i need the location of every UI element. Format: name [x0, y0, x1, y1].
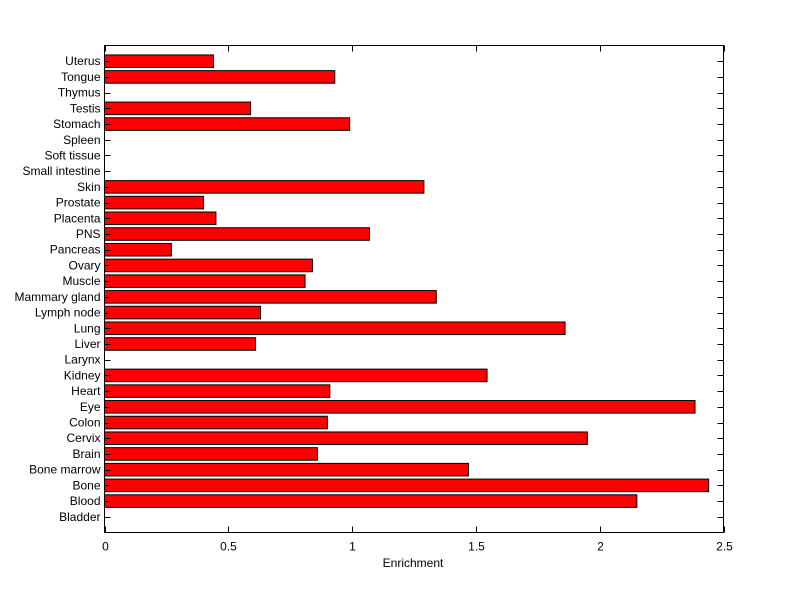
- bars: [104, 54, 710, 508]
- x-axis-label: Enrichment: [383, 556, 444, 570]
- bar-lymph-node: [104, 305, 261, 320]
- y-tick-label: Bladder: [59, 510, 100, 524]
- x-axis-ticks: 0 0.5 1 1.5 2 2.5: [102, 45, 733, 554]
- y-tick-label: Colon: [69, 416, 100, 430]
- x-tick-label: 0: [102, 540, 109, 554]
- bar-liver: [104, 337, 257, 351]
- bar-bone: [104, 478, 710, 493]
- y-tick-label: Spleen: [63, 133, 100, 147]
- y-tick-label: Prostate: [56, 196, 101, 210]
- y-tick-label: Soft tissue: [44, 148, 100, 162]
- y-tick-label: Tongue: [61, 70, 101, 84]
- y-tick-label: Larynx: [64, 353, 100, 367]
- bar-tongue: [104, 70, 336, 84]
- y-tick-label: Testis: [70, 101, 101, 115]
- x-tick-label: 1.5: [468, 540, 485, 554]
- bar-placenta: [104, 211, 217, 226]
- y-tick-label: Mammary gland: [14, 290, 100, 304]
- bar-pancreas: [104, 242, 172, 257]
- bar-stomach: [104, 117, 351, 131]
- y-tick-label: Stomach: [53, 117, 100, 131]
- plot-frame: [104, 45, 724, 533]
- y-tick-label: PNS: [76, 227, 101, 241]
- y-tick-label: Liver: [74, 337, 100, 351]
- bar-lung: [104, 321, 566, 336]
- bar-muscle: [104, 274, 306, 288]
- y-tick-label: Heart: [71, 384, 101, 398]
- y-tick-label: Ovary: [68, 258, 100, 272]
- bar-blood: [104, 494, 638, 508]
- y-tick-label: Kidney: [64, 368, 101, 382]
- x-tick-label: 2.5: [716, 540, 733, 554]
- bar-brain: [104, 447, 318, 461]
- bar-testis: [104, 101, 252, 116]
- bar-pns: [104, 227, 370, 241]
- y-tick-label: Placenta: [54, 211, 101, 225]
- y-tick-label: Lymph node: [35, 306, 101, 320]
- y-tick-label: Eye: [80, 400, 101, 414]
- y-tick-label: Thymus: [58, 86, 101, 100]
- bar-eye: [104, 400, 696, 414]
- y-tick-label: Bone marrow: [29, 463, 101, 477]
- bar-kidney: [104, 368, 488, 383]
- bar-skin: [104, 180, 425, 194]
- y-tick-label: Lung: [74, 321, 101, 335]
- x-tick-label: 1: [349, 540, 356, 554]
- bar-mammary-gland: [104, 290, 437, 304]
- bar-cervix: [104, 431, 588, 446]
- bar-uterus: [104, 54, 214, 68]
- y-tick-label: Muscle: [62, 274, 100, 288]
- bar-prostate: [104, 195, 205, 210]
- bar-ovary: [104, 258, 313, 273]
- y-tick-label: Pancreas: [50, 243, 101, 257]
- bar-heart: [104, 384, 331, 398]
- x-tick-label: 0.5: [220, 540, 237, 554]
- y-tick-label: Small intestine: [22, 164, 100, 178]
- bar-colon: [104, 415, 328, 430]
- y-tick-label: Cervix: [66, 431, 100, 445]
- y-tick-label: Bone: [72, 478, 100, 492]
- x-tick-label: 2: [597, 540, 604, 554]
- bar-bone-marrow: [104, 462, 469, 477]
- y-tick-label: Blood: [70, 494, 101, 508]
- y-tick-label: Uterus: [65, 54, 100, 68]
- y-tick-label: Brain: [72, 447, 100, 461]
- y-tick-label: Skin: [77, 180, 100, 194]
